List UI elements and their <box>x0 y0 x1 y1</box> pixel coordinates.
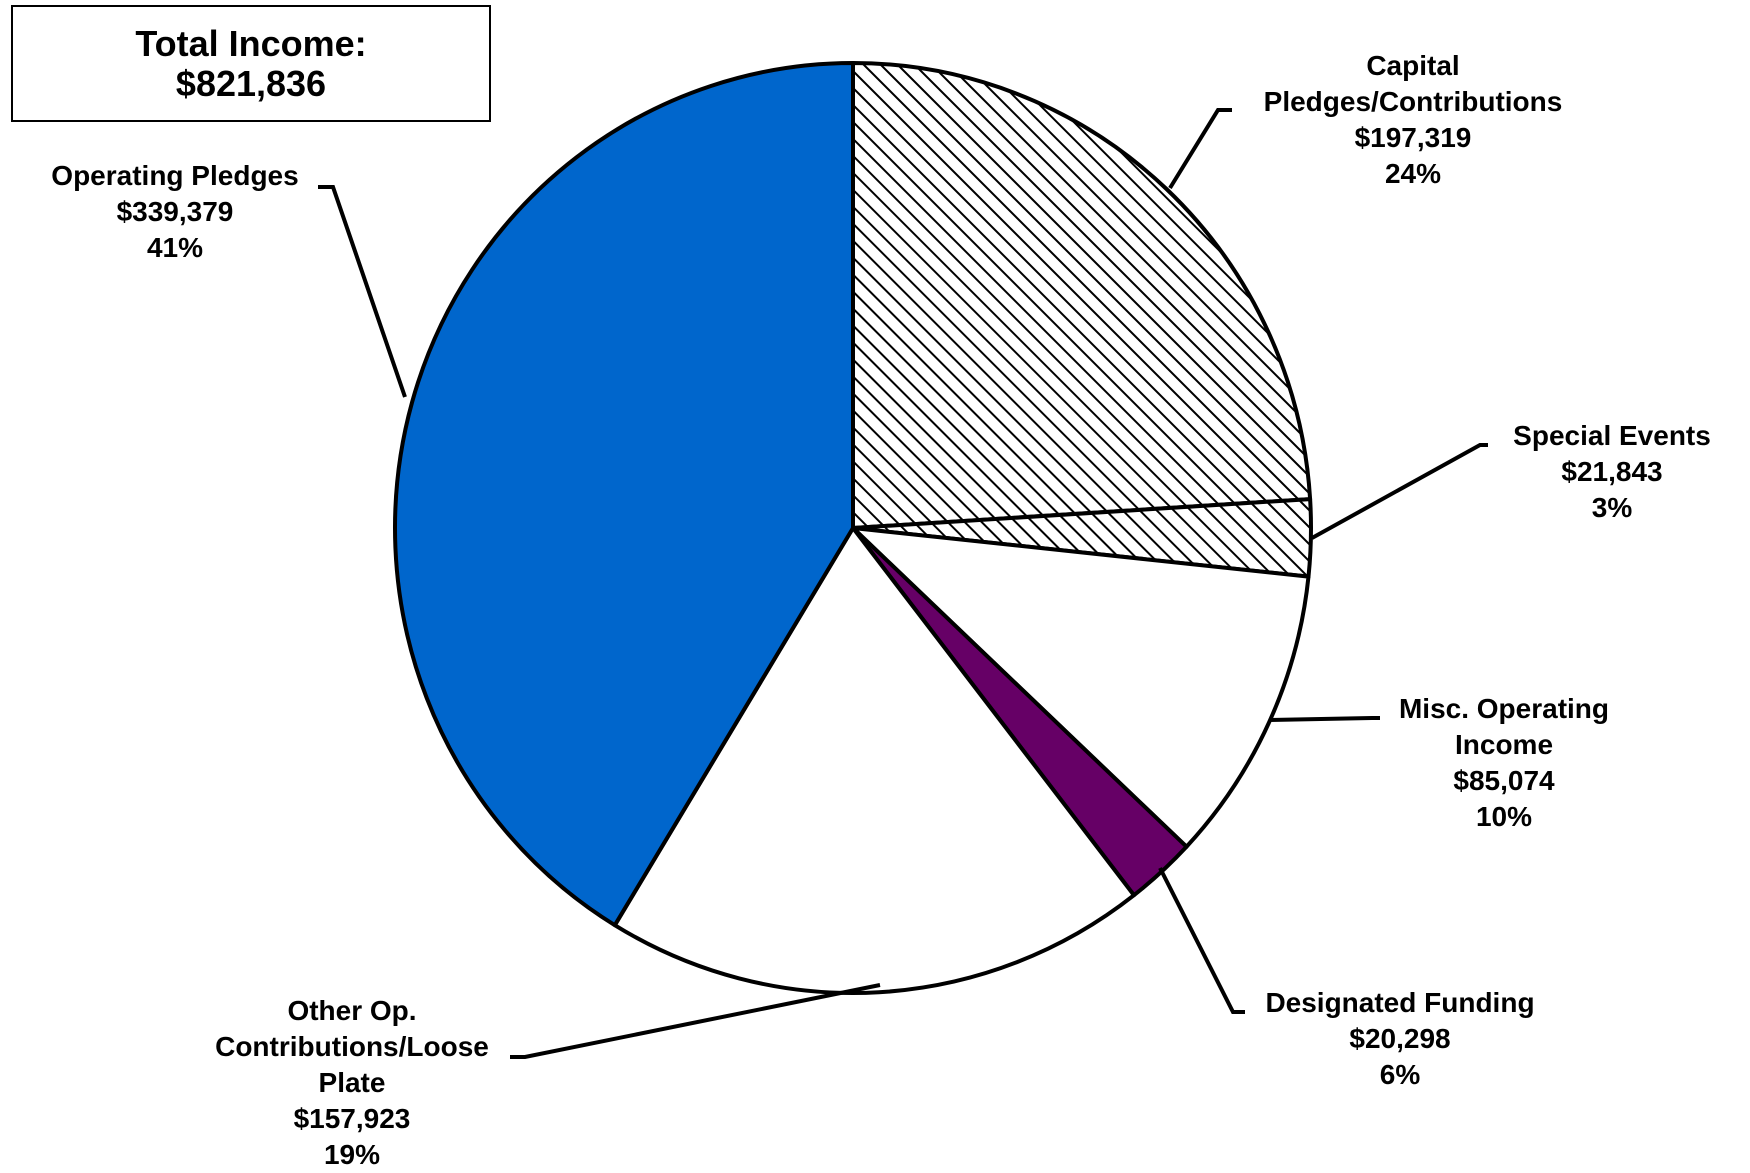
slice-name-misc: Misc. Operating <box>1399 693 1609 724</box>
leader-line-operating <box>318 185 407 398</box>
slice-label-other: Other Op. Contributions/Loose Plate $157,92… <box>215 995 489 1170</box>
slice-label-designated: Designated Funding $20,298 6% <box>1265 987 1534 1090</box>
pie-slice-other <box>612 526 1136 995</box>
total-income-value: $821,836 <box>175 62 327 104</box>
leader-line-other <box>510 983 881 1059</box>
leader-line-designated <box>1158 867 1245 1014</box>
slice-value-operating: $339,379 <box>117 196 234 227</box>
slice-name-special: Special Events <box>1513 420 1711 451</box>
leader-lines <box>318 108 1488 1059</box>
leader-line-capital <box>1168 108 1232 190</box>
slice-name-designated: Designated Funding <box>1265 987 1534 1018</box>
slice-percent-operating: 41% <box>147 232 203 263</box>
pie-slice-operating <box>393 61 855 928</box>
slice-name-other: Contributions/Loose <box>215 1031 489 1062</box>
slice-value-other: $157,923 <box>294 1103 411 1134</box>
slice-labels: Capital Pledges/Contributions $197,319 24% S… <box>51 50 1711 1170</box>
slice-value-misc: $85,074 <box>1453 765 1555 796</box>
slice-value-designated: $20,298 <box>1349 1023 1450 1054</box>
pie-slices <box>393 61 1313 995</box>
slice-label-capital: Capital Pledges/Contributions $197,319 24% <box>1264 50 1563 189</box>
slice-name-misc: Income <box>1455 729 1553 760</box>
slice-value-capital: $197,319 <box>1355 122 1472 153</box>
slice-label-special: Special Events $21,843 3% <box>1513 420 1711 523</box>
slice-percent-special: 3% <box>1592 492 1633 523</box>
pie-slice-capital <box>851 61 1313 530</box>
pie-slice-misc <box>851 526 1311 849</box>
leader-line-special <box>1311 443 1488 540</box>
slice-percent-other: 19% <box>324 1139 380 1170</box>
slice-label-operating: Operating Pledges $339,379 41% <box>51 160 298 263</box>
slice-name-capital: Pledges/Contributions <box>1264 86 1563 117</box>
slice-name-other: Plate <box>319 1067 386 1098</box>
slice-name-operating: Operating Pledges <box>51 160 298 191</box>
slice-percent-capital: 24% <box>1385 158 1441 189</box>
slice-name-capital: Capital <box>1366 50 1459 81</box>
total-income-box: Total Income: $821,836 <box>11 5 491 122</box>
slice-name-other: Other Op. <box>287 995 416 1026</box>
leader-line-misc <box>1269 716 1380 722</box>
slice-percent-misc: 10% <box>1476 801 1532 832</box>
slice-label-misc: Misc. Operating Income $85,074 10% <box>1399 693 1609 832</box>
total-income-label: Total Income: <box>135 22 367 64</box>
slice-percent-designated: 6% <box>1380 1059 1421 1090</box>
slice-value-special: $21,843 <box>1561 456 1662 487</box>
